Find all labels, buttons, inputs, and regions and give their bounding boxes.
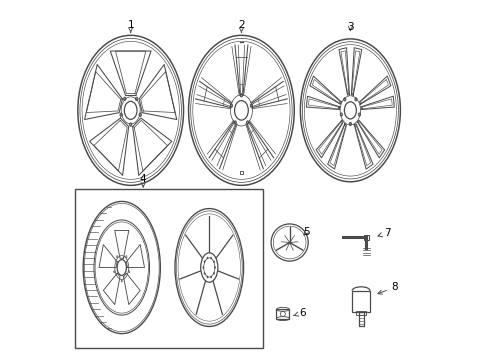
Bar bbox=[352, 291, 370, 312]
Bar bbox=[75, 189, 263, 348]
Text: 4: 4 bbox=[140, 174, 147, 187]
Bar bbox=[356, 311, 366, 315]
Text: 7: 7 bbox=[378, 228, 391, 238]
Text: 6: 6 bbox=[294, 308, 305, 318]
Bar bbox=[276, 309, 289, 319]
Bar bbox=[359, 312, 364, 327]
Bar bbox=[240, 171, 243, 174]
Text: 2: 2 bbox=[238, 19, 245, 32]
Text: 3: 3 bbox=[347, 22, 354, 32]
Bar bbox=[364, 235, 369, 240]
Text: 1: 1 bbox=[127, 19, 134, 32]
Text: 8: 8 bbox=[378, 282, 398, 294]
Text: 5: 5 bbox=[303, 227, 310, 237]
